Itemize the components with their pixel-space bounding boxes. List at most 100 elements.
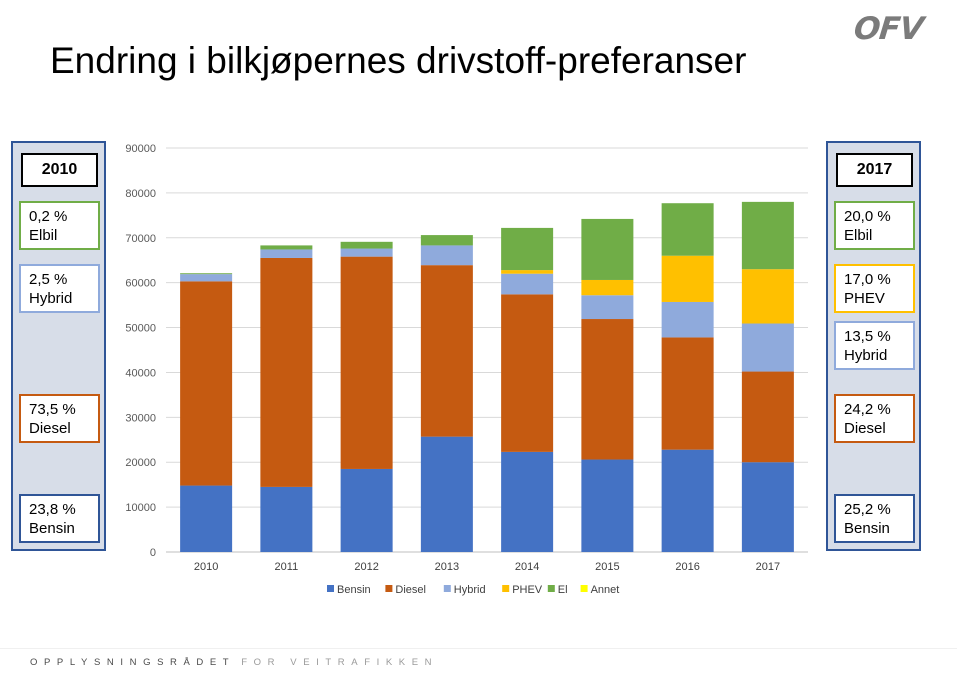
left-summary-panel: 2010 0,2 % Elbil 2,5 % Hybrid 73,5 % Die… [11, 141, 106, 551]
bar-segment-hybrid [581, 295, 634, 320]
slide-title: Endring i bilkjøpernes drivstoff-prefera… [50, 40, 747, 81]
bar-segment-bensin [501, 451, 554, 552]
y-tick-label: 90000 [125, 143, 156, 155]
bar-segment-diesel [340, 256, 393, 469]
bar-segment-diesel [260, 257, 313, 487]
y-tick-label: 70000 [125, 233, 156, 245]
legend-swatch-hybrid [443, 585, 451, 592]
bar-segment-bensin [420, 436, 473, 552]
left-stat-bensin: 23,8 % Bensin [19, 494, 100, 543]
bar-segment-el [661, 203, 714, 256]
bar-segment-diesel [420, 265, 473, 437]
bar-segment-el [180, 273, 233, 275]
left-stat-elbil: 0,2 % Elbil [19, 201, 100, 250]
right-stat-elbil: 20,0 % Elbil [834, 201, 915, 250]
x-tick-label: 2014 [515, 561, 539, 573]
x-tick-label: 2012 [354, 561, 378, 573]
bar-segment-diesel [581, 319, 634, 460]
stacked-bar-chart: 0 10000 20000 30000 40000 50000 60000 70000 8000… [125, 143, 808, 596]
bar-segment-hybrid [501, 273, 554, 295]
bar-segment-bensin [741, 462, 794, 552]
stat-label: Bensin [844, 520, 890, 537]
right-stat-bensin: 25,2 % Bensin [834, 494, 915, 543]
right-summary-panel: 2017 20,0 % Elbil 17,0 % PHEV 13,5 % Hyb… [826, 141, 921, 551]
bar-segment-hybrid [340, 248, 393, 257]
y-tick-label: 30000 [125, 412, 156, 424]
stat-label: Diesel [29, 420, 71, 437]
x-tick-label: 2011 [275, 561, 299, 573]
stat-percent: 13,5 % [844, 328, 891, 345]
bar-segment-bensin [661, 449, 714, 552]
legend-label-phev: PHEV [512, 584, 543, 596]
bar-segment-phev [661, 255, 714, 302]
x-tick-label: 2016 [675, 561, 699, 573]
y-tick-label: 20000 [125, 457, 156, 469]
left-year-label: 2010 [21, 153, 98, 187]
legend-label-hybrid: Hybrid [454, 584, 486, 596]
stat-label: Diesel [844, 420, 886, 437]
stat-percent: 2,5 % [29, 271, 68, 288]
stat-percent: 73,5 % [29, 401, 76, 418]
x-tick-label: 2015 [595, 561, 619, 573]
bar-segment-bensin [581, 459, 634, 552]
bar-segment-bensin [260, 486, 313, 552]
legend-swatch-phev [502, 585, 510, 592]
legend-label-diesel: Diesel [395, 584, 426, 596]
legend-label-bensin: Bensin [337, 584, 371, 596]
left-stat-diesel: 73,5 % Diesel [19, 394, 100, 443]
bar-segment-hybrid [180, 274, 233, 282]
y-tick-label: 60000 [125, 278, 156, 290]
y-tick-label: 50000 [125, 323, 156, 335]
legend-label-annet: Annet [591, 584, 620, 596]
y-tick-label: 0 [150, 547, 156, 559]
legend-swatch-diesel [385, 585, 393, 592]
legend-label-el: El [558, 584, 568, 596]
stat-label: Elbil [29, 227, 58, 244]
bar-segment-diesel [501, 294, 554, 452]
stat-percent: 24,2 % [844, 401, 891, 418]
bar-segment-hybrid [661, 301, 714, 338]
bar-segment-phev [581, 279, 634, 296]
stat-percent: 17,0 % [844, 271, 891, 288]
bar-segment-diesel [180, 281, 233, 486]
x-tick-label: 2010 [194, 561, 218, 573]
bar-segment-el [420, 235, 473, 246]
legend-swatch-annet [580, 585, 588, 592]
footer: OPPLYSNINGSRÅDET FOR VEITRAFIKKEN [30, 657, 438, 668]
x-tick-label: 2017 [756, 561, 780, 573]
right-year-label: 2017 [836, 153, 913, 187]
footer-org-suffix: FOR VEITRAFIKKEN [241, 657, 439, 668]
bar-segment-bensin [340, 468, 393, 552]
bar-segment-phev [501, 270, 554, 274]
stat-label: Hybrid [844, 347, 888, 364]
bar-segment-el [260, 245, 313, 250]
footer-divider [0, 648, 957, 649]
stat-label: Elbil [844, 227, 873, 244]
bar-segment-diesel [661, 337, 714, 450]
right-stat-hybrid: 13,5 % Hybrid [834, 321, 915, 370]
legend-swatch-bensin [327, 585, 334, 592]
stat-percent: 25,2 % [844, 501, 891, 518]
bar-segment-bensin [180, 485, 233, 552]
stat-percent: 20,0 % [844, 208, 891, 225]
footer-org-name: OPPLYSNINGSRÅDET [30, 657, 236, 668]
y-tick-label: 40000 [125, 367, 156, 379]
left-stat-hybrid: 2,5 % Hybrid [19, 264, 100, 313]
y-tick-label: 80000 [125, 188, 156, 200]
right-stat-phev: 17,0 % PHEV [834, 264, 915, 313]
bar-segment-hybrid [420, 245, 473, 266]
bar-segment-hybrid [741, 323, 794, 372]
stat-percent: 0,2 % [29, 208, 68, 225]
bar-segment-diesel [741, 371, 794, 463]
bar-segment-el [581, 218, 634, 280]
y-tick-label: 10000 [125, 502, 156, 514]
bar-segment-el [501, 227, 554, 271]
bar-segment-el [741, 201, 794, 270]
stat-label: Hybrid [29, 290, 73, 307]
x-tick-label: 2013 [435, 561, 459, 573]
stat-percent: 23,8 % [29, 501, 76, 518]
bar-segment-phev [741, 269, 794, 324]
bar-segment-el [340, 241, 393, 249]
stat-label: Bensin [29, 520, 75, 537]
legend-swatch-el [547, 585, 555, 592]
